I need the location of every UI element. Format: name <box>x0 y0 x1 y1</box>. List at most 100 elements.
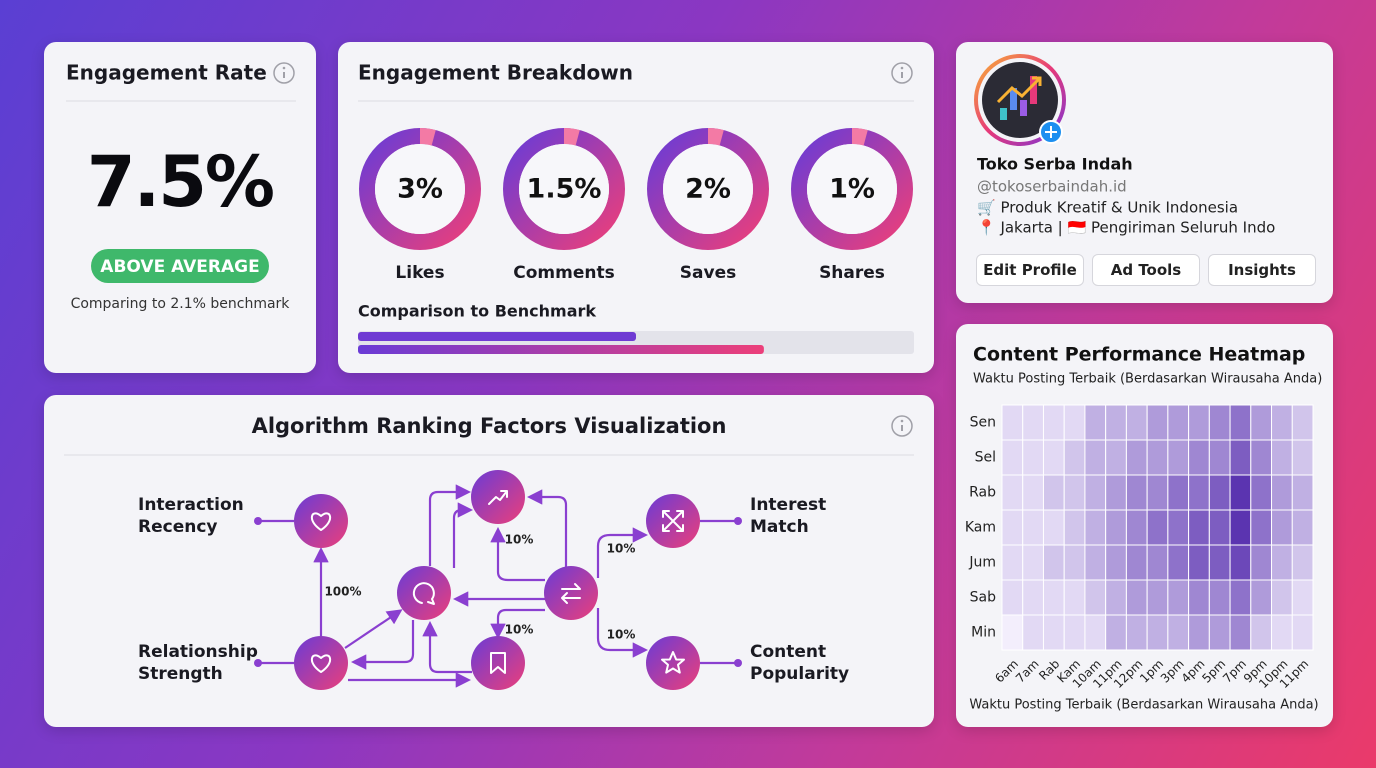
heatmap-cell <box>1188 404 1210 441</box>
edge <box>350 620 415 670</box>
donut-label: Likes <box>395 263 444 283</box>
heatmap-cell <box>1208 404 1231 441</box>
edge <box>490 526 545 582</box>
avatar-bar <box>1020 100 1027 116</box>
heatmap-cell <box>1208 579 1231 616</box>
heatmap-cell <box>1042 544 1065 581</box>
heatmap-cell <box>1291 579 1314 616</box>
avatar-arrow <box>996 76 1042 104</box>
heatmap-cell <box>1188 439 1210 476</box>
info-icon[interactable] <box>273 62 295 84</box>
heatmap-cell <box>1063 544 1086 581</box>
heatmap-cell <box>1291 544 1314 581</box>
edge <box>422 620 472 674</box>
donut-value: 1% <box>829 174 875 205</box>
heatmap-cell <box>1084 474 1107 511</box>
node-icon <box>311 654 331 673</box>
heatmap-cell <box>1146 509 1169 546</box>
heatmap-cell <box>1229 474 1252 511</box>
row-label: Min <box>971 625 996 641</box>
connector-dot <box>254 517 262 525</box>
factor-node <box>294 636 348 690</box>
heatmap-cell <box>1105 579 1127 616</box>
heatmap-cell <box>1042 509 1065 546</box>
heatmap-cell <box>1063 579 1086 616</box>
donut-highlight <box>851 128 868 146</box>
node-icon <box>561 583 581 604</box>
heatmap-cell <box>1188 579 1210 616</box>
donut-center <box>375 144 465 234</box>
heatmap-cell <box>1084 509 1107 546</box>
heatmap-cell <box>1250 474 1273 511</box>
heatmap-cell <box>1271 439 1293 476</box>
node-icon <box>662 510 684 532</box>
heatmap-cell <box>1271 404 1293 441</box>
heatmap-cell <box>1084 439 1107 476</box>
heatmap-cell <box>1167 509 1190 546</box>
heatmap-cell <box>1125 439 1148 476</box>
factor-node <box>397 566 451 620</box>
edge <box>526 489 568 567</box>
heatmap-cell <box>1042 579 1065 616</box>
profile-button[interactable]: Ad Tools <box>1092 254 1200 286</box>
card-title: Engagement Breakdown <box>358 61 633 85</box>
factor-label: Content Popularity <box>750 642 850 684</box>
heatmap-subtitle: Waktu Posting Terbaik (Berdasarkan Wirau… <box>973 372 1322 387</box>
factor-node <box>646 636 700 690</box>
card-title: Engagement Rate <box>66 61 267 85</box>
heatmap-cell <box>1271 579 1293 616</box>
heatmap-cell <box>1105 614 1127 651</box>
donut-label: Shares <box>819 263 885 283</box>
info-circle <box>273 62 295 84</box>
heatmap-cell <box>1042 614 1065 651</box>
heatmap-cell <box>1291 439 1314 476</box>
heatmap-cell <box>1063 614 1086 651</box>
heatmap-cell <box>1229 579 1252 616</box>
heatmap-cell <box>1001 544 1024 581</box>
row-label: Sen <box>970 415 996 431</box>
factor-label: Interaction Recency <box>138 495 244 537</box>
info-icon[interactable] <box>891 415 913 437</box>
heatmap-cell <box>1022 579 1044 616</box>
info-icon[interactable] <box>891 62 913 84</box>
heatmap-cell <box>1250 614 1273 651</box>
donut-value: 1.5% <box>527 174 602 205</box>
engagement-rate-card <box>44 42 316 373</box>
profile-button[interactable]: Insights <box>1208 254 1316 286</box>
heatmap-cell <box>1229 544 1252 581</box>
donut-value: 2% <box>685 174 731 205</box>
heatmap-cell <box>1063 404 1086 441</box>
heatmap-cell <box>1271 544 1293 581</box>
heatmap-cell <box>1084 404 1107 441</box>
edge <box>344 609 403 649</box>
heatmap-cell <box>1291 474 1314 511</box>
node-icon <box>661 651 685 674</box>
heatmap-cell <box>1105 474 1127 511</box>
heatmap-cell <box>1250 579 1273 616</box>
connector-dot <box>734 659 742 667</box>
heatmap-x-label: Waktu Posting Terbaik (Berdasarkan Wirau… <box>969 698 1318 713</box>
heatmap-cell <box>1291 404 1314 441</box>
heatmap-cell <box>1291 509 1314 546</box>
edge-label: 10% <box>607 542 636 556</box>
connector-dot <box>254 659 262 667</box>
profile-button[interactable]: Edit Profile <box>976 254 1084 286</box>
info-dot <box>282 66 286 70</box>
info-circle <box>891 62 913 84</box>
factor-node <box>471 636 525 690</box>
heatmap-cell <box>1022 439 1044 476</box>
big-value: 7.5% <box>87 141 273 223</box>
heatmap-cell <box>1250 544 1273 581</box>
heatmap-cell <box>1022 544 1044 581</box>
row-label: Rab <box>969 485 996 501</box>
heatmap-cell <box>1001 404 1024 441</box>
heatmap-cell <box>1063 509 1086 546</box>
edge-label: 10% <box>505 533 534 547</box>
avatar-bar <box>1030 76 1037 104</box>
heatmap-cell <box>1022 474 1044 511</box>
heatmap-cell <box>1084 544 1107 581</box>
heatmap-cell <box>1146 404 1169 441</box>
heatmap-cell <box>1125 509 1148 546</box>
heatmap-cell <box>1063 474 1086 511</box>
